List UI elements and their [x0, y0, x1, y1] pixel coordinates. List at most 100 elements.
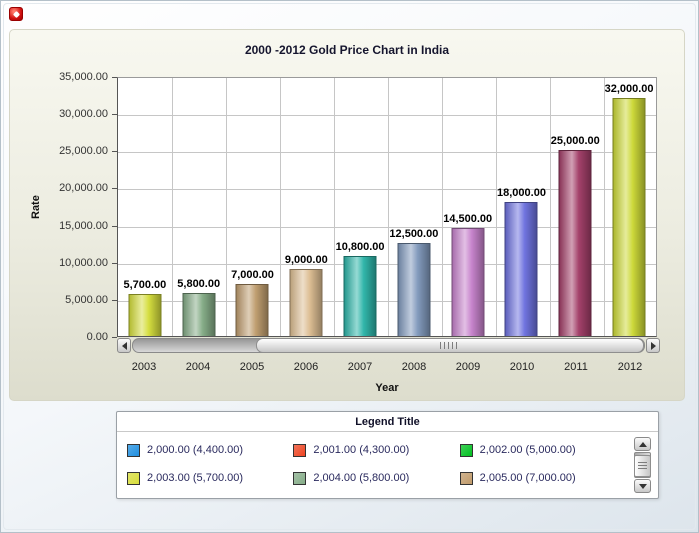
- bar-value-label: 9,000.00: [284, 254, 328, 266]
- x-axis-title: Year: [375, 382, 399, 394]
- bars: 5,700.00 5,800.00 7,000.00 9,000.00 10,800.0…: [118, 78, 656, 336]
- x-tick-label: 2004: [185, 361, 211, 373]
- legend-swatch: [459, 443, 473, 457]
- chart-horizontal-scrollbar[interactable]: [117, 338, 660, 353]
- legend-entry-label: 2,001.00 (4,300.00): [313, 444, 410, 456]
- legend-entry-label: 2,002.00 (5,000.00): [479, 444, 576, 456]
- bar-value-label: 25,000.00: [550, 135, 600, 147]
- gridline: [118, 152, 656, 154]
- gridline: [442, 78, 443, 336]
- bar-value-label: 32,000.00: [604, 83, 654, 95]
- bar-2008: [397, 243, 431, 336]
- y-tick-mark: [112, 262, 117, 264]
- y-tick-label: 10,000.00: [59, 256, 108, 269]
- gridline: [118, 115, 656, 117]
- legend-swatch: [127, 471, 140, 485]
- y-tick-label: 20,000.00: [59, 182, 108, 195]
- y-tick-label: 0.00: [86, 331, 108, 343]
- x-tick-label: 2006: [293, 361, 319, 373]
- chart-panel: 2000 -2012 Gold Price Chart in India Rat…: [9, 29, 685, 401]
- bar-2005: [235, 284, 269, 336]
- hscrollbar-thumb[interactable]: [255, 338, 644, 353]
- legend-entry-label: 2,003.00 (5,700.00): [147, 472, 244, 484]
- y-axis-labels: 0.00 5,000.00 10,000.00 15,000.00 20,000.00 2…: [38, 71, 117, 343]
- gridline: [118, 226, 656, 228]
- plot-area: 5,700.00 5,800.00 7,000.00 9,000.00 10,800.0…: [117, 77, 657, 337]
- scroll-left-button[interactable]: [117, 338, 131, 353]
- bar-value-label: 14,500.00: [443, 213, 493, 225]
- x-tick-label: 2007: [347, 361, 373, 373]
- legend-entry: 2,003.00 (5,700.00): [127, 471, 293, 485]
- bar-2007: [343, 256, 377, 336]
- gridline: [118, 300, 656, 302]
- y-tick-label: 25,000.00: [59, 145, 108, 158]
- gridline: [226, 78, 227, 336]
- bar-value-label: 10,800.00: [335, 241, 385, 253]
- bar-cell-2011: 25,000.00: [548, 78, 602, 336]
- legend-panel: Legend Title 2,000.00 (4,400.00) 2,001.00…: [116, 411, 659, 499]
- gridline: [280, 78, 281, 336]
- scroll-right-icon: [650, 341, 656, 350]
- y-tick-mark: [112, 299, 117, 301]
- bar-2011: [558, 150, 592, 336]
- bar-cell-2012: 32,000.00: [602, 78, 656, 336]
- grip-icon: [638, 462, 647, 470]
- scroll-right-button[interactable]: [646, 338, 660, 353]
- bar-value-label: 18,000.00: [497, 187, 546, 199]
- legend-entry: 2,002.00 (5,000.00): [459, 443, 626, 457]
- vscrollbar-thumb[interactable]: [634, 455, 651, 477]
- bar-2006: [289, 269, 323, 336]
- scroll-down-button[interactable]: [634, 479, 651, 493]
- legend-entry: 2,005.00 (7,000.00): [459, 471, 626, 485]
- y-tick-label: 5,000.00: [65, 293, 108, 306]
- bar-2009: [451, 228, 485, 336]
- scroll-up-icon: [638, 441, 647, 447]
- bar-cell-2006: 9,000.00: [279, 78, 333, 336]
- legend-entry: 2,000.00 (4,400.00): [127, 443, 293, 457]
- hscrollbar-track[interactable]: [132, 338, 645, 353]
- bar-2010: [504, 202, 538, 336]
- gridline: [604, 78, 605, 336]
- bar-2004: [182, 293, 216, 336]
- legend-entry: 2,001.00 (4,300.00): [293, 443, 459, 457]
- bar-cell-2003: 5,700.00: [118, 78, 172, 336]
- legend-entry-label: 2,005.00 (7,000.00): [479, 472, 576, 484]
- scroll-left-icon: [121, 341, 127, 350]
- bar-cell-2008: 12,500.00: [387, 78, 441, 336]
- bar-2003: [128, 294, 162, 336]
- x-tick-label: 2011: [564, 361, 588, 373]
- bar-2012: [612, 98, 646, 336]
- y-tick-mark: [112, 188, 117, 190]
- legend-entry-label: 2,004.00 (5,800.00): [313, 472, 410, 484]
- grip-icon: [440, 342, 460, 349]
- legend-swatch: [293, 443, 307, 457]
- legend-swatch: [293, 471, 307, 485]
- gridline: [118, 189, 656, 191]
- x-axis-labels: 2003 2004 2005 2006 2007 2008 2009 2010 2011 2012: [117, 361, 657, 373]
- legend-swatch: [459, 471, 473, 485]
- bar-cell-2004: 5,800.00: [172, 78, 226, 336]
- legend-entry: 2,004.00 (5,800.00): [293, 471, 459, 485]
- legend-swatch: [127, 443, 140, 457]
- scroll-up-button[interactable]: [634, 437, 651, 451]
- gridline: [496, 78, 497, 336]
- legend-title: Legend Title: [117, 412, 658, 432]
- gridline: [388, 78, 389, 336]
- x-tick-label: 2012: [617, 361, 643, 373]
- legend-vertical-scrollbar[interactable]: [634, 437, 651, 493]
- y-tick-mark: [112, 77, 117, 78]
- y-tick-mark: [112, 114, 117, 116]
- y-tick-label: 35,000.00: [59, 71, 108, 83]
- x-tick-label: 2010: [509, 361, 535, 373]
- y-tick-mark: [112, 225, 117, 227]
- app-icon: [9, 7, 23, 21]
- gridline: [550, 78, 551, 336]
- bar-cell-2005: 7,000.00: [226, 78, 280, 336]
- vscrollbar-track[interactable]: [634, 452, 651, 478]
- gridline: [172, 78, 173, 336]
- x-tick-label: 2009: [455, 361, 481, 373]
- bar-cell-2010: 18,000.00: [495, 78, 549, 336]
- x-tick-label: 2008: [401, 361, 427, 373]
- bar-value-label: 12,500.00: [389, 228, 439, 240]
- y-tick-label: 15,000.00: [59, 219, 108, 232]
